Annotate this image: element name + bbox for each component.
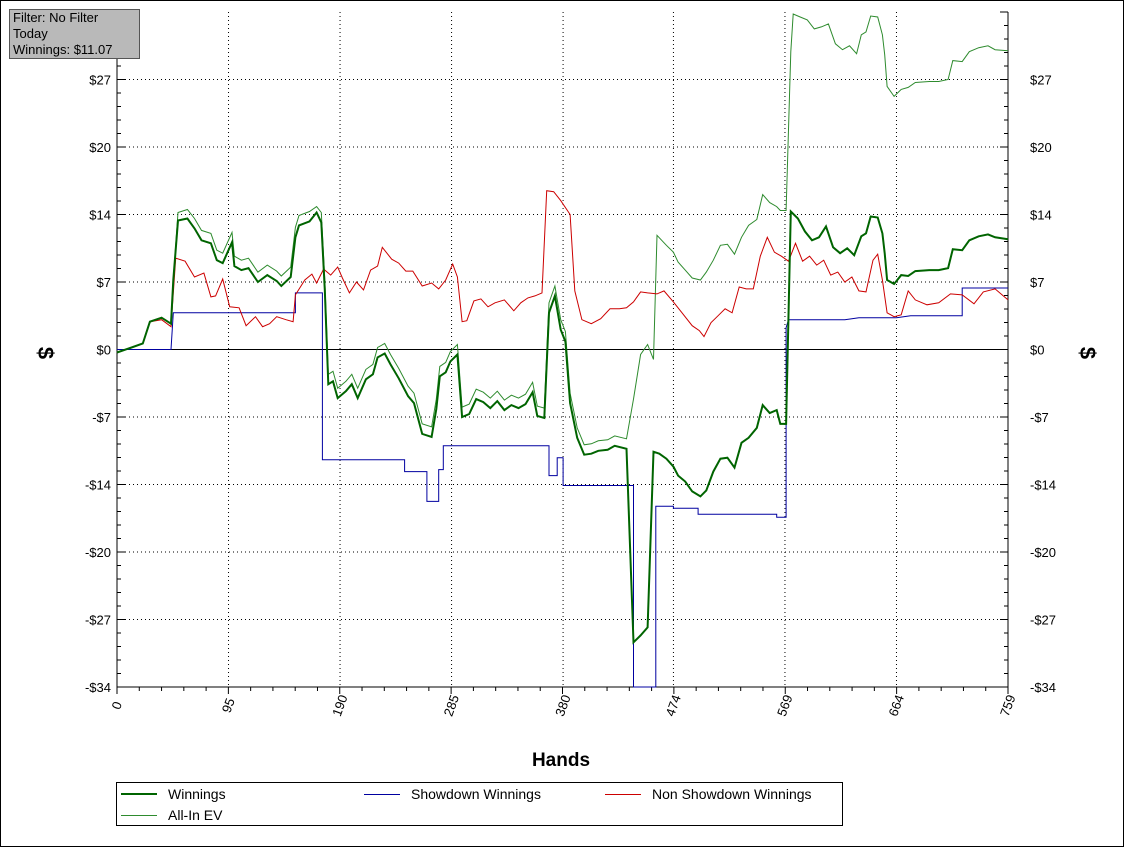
- series-line-non-showdown-winnings: [116, 190, 1009, 353]
- series-layer: [116, 13, 1009, 688]
- series-line-winnings: [116, 209, 1009, 645]
- winnings-total: Winnings: $11.07: [13, 42, 113, 57]
- y-axis-label-left: $: [33, 347, 58, 359]
- y-tick-label-right: -$27: [1030, 613, 1056, 628]
- y-tick-label-right: $14: [1030, 208, 1052, 223]
- legend-label-all-in-ev: All-In EV: [168, 807, 223, 823]
- filter-info-box: Filter: No Filter Today Winnings: $11.07: [9, 9, 140, 59]
- y-tick-label-left: -$20: [85, 545, 111, 560]
- x-tick-label: 664: [885, 693, 907, 719]
- x-tick-label: 285: [441, 693, 463, 719]
- y-tick-label-right: -$7: [1030, 410, 1049, 425]
- series-line-showdown-winnings: [117, 287, 1008, 688]
- x-tick-label: 569: [774, 693, 796, 719]
- legend-label-non-showdown-winnings: Non Showdown Winnings: [652, 786, 812, 802]
- legend-item-non-showdown-winnings: Non Showdown Winnings: [601, 785, 841, 803]
- x-tick-label: 0: [108, 699, 125, 711]
- series-line-all-in-ev: [116, 13, 1009, 446]
- y-tick-label-left: $7: [97, 275, 111, 290]
- y-tick-label-left: $0: [97, 343, 111, 358]
- x-tick-label: 474: [662, 693, 684, 719]
- filter-label: Filter: No Filter: [13, 10, 99, 25]
- legend-item-all-in-ev: All-In EV: [117, 806, 357, 824]
- legend-label-winnings: Winnings: [168, 786, 226, 802]
- grid-lines: [117, 12, 1008, 687]
- legend: Winnings Showdown Winnings Non Showdown …: [116, 782, 843, 826]
- legend-item-showdown-winnings: Showdown Winnings: [360, 785, 600, 803]
- y-tick-label-left: $14: [89, 208, 111, 223]
- legend-label-showdown-winnings: Showdown Winnings: [411, 786, 541, 802]
- legend-item-winnings: Winnings: [117, 785, 357, 803]
- y-tick-label-right: $20: [1030, 140, 1052, 155]
- y-tick-label-left: $27: [89, 73, 111, 88]
- x-tick-label: 95: [219, 696, 238, 715]
- y-tick-label-right: $7: [1030, 275, 1044, 290]
- legend-swatch-showdown-winnings: [364, 794, 400, 795]
- y-axis-label-right: $: [1075, 347, 1100, 359]
- axes: $27 $27 $20 $20 $14 $14 $7 $7 $0 $0 -$7 -$7 -$14 -$14…: [85, 11, 1056, 719]
- legend-swatch-non-showdown-winnings: [605, 794, 641, 795]
- legend-swatch-winnings: [121, 793, 157, 795]
- y-tick-label-left: -$7: [92, 410, 111, 425]
- period-label: Today: [13, 26, 48, 41]
- x-tick-label: 380: [552, 693, 574, 719]
- y-tick-label-right: $27: [1030, 73, 1052, 88]
- y-tick-label-left: $20: [89, 140, 111, 155]
- x-tick-label: 190: [329, 693, 351, 719]
- y-tick-label-right: $0: [1030, 343, 1044, 358]
- y-tick-label-left: -$14: [85, 478, 111, 493]
- y-tick-label-left: -$34: [85, 680, 111, 695]
- x-tick-label: 759: [997, 693, 1019, 719]
- y-tick-label-right: -$20: [1030, 545, 1056, 560]
- y-tick-label-right: -$14: [1030, 478, 1056, 493]
- legend-swatch-all-in-ev: [121, 815, 157, 816]
- x-axis-label: Hands: [532, 750, 590, 771]
- y-tick-label-left: -$27: [85, 613, 111, 628]
- y-tick-label-right: -$34: [1030, 680, 1056, 695]
